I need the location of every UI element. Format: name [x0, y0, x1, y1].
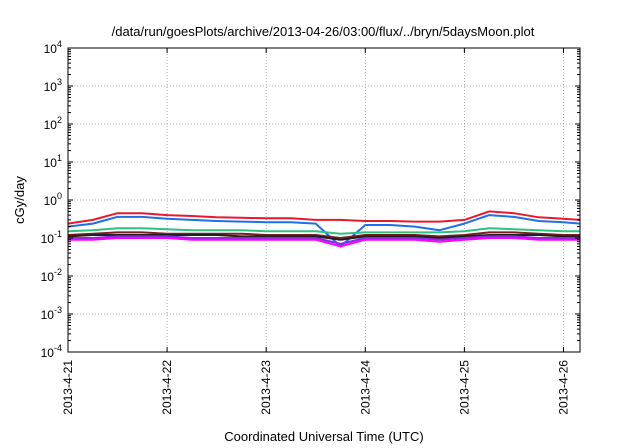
y-tick-label: 10-1 [41, 229, 62, 246]
series-line-3 [67, 227, 580, 235]
x-tick-label: 2013-4-23 [259, 360, 273, 415]
x-tick-label: 2013-4-24 [358, 360, 372, 415]
series-line-1 [67, 210, 581, 225]
y-tick-label: 10-4 [41, 343, 62, 360]
series-line-4 [67, 231, 580, 239]
y-axis-label: cGy/day [12, 176, 27, 224]
y-tick-label: 103 [44, 77, 62, 94]
x-axis: 2013-4-21 2013-4-22 2013-4-23 2013-4-24 2013… [61, 48, 570, 415]
y-tick-label: 102 [44, 115, 62, 132]
y-tick-label: 104 [44, 39, 62, 56]
y-tick-label: 100 [44, 191, 62, 208]
x-tick-label: 2013-4-25 [457, 360, 471, 415]
series-line-5 [67, 234, 580, 241]
grid [68, 48, 580, 352]
series-line-6 [68, 235, 580, 245]
series-line-7 [68, 237, 580, 248]
x-axis-label: Coordinated Universal Time (UTC) [224, 429, 423, 444]
y-tick-label: 10-2 [41, 267, 62, 284]
x-tick-label: 2013-4-21 [61, 360, 75, 415]
series-group [67, 210, 581, 248]
y-axis: 10-4 10-3 10-2 10-1 100 101 102 103 104 [41, 39, 580, 360]
x-tick-label: 2013-4-22 [160, 360, 174, 415]
x-tick-label: 2013-4-26 [556, 360, 570, 415]
y-tick-label: 10-3 [41, 305, 62, 322]
series-line-2 [67, 214, 581, 248]
y-tick-label: 101 [44, 153, 62, 170]
chart-title: /data/run/goesPlots/archive/2013-04-26/0… [112, 24, 535, 39]
